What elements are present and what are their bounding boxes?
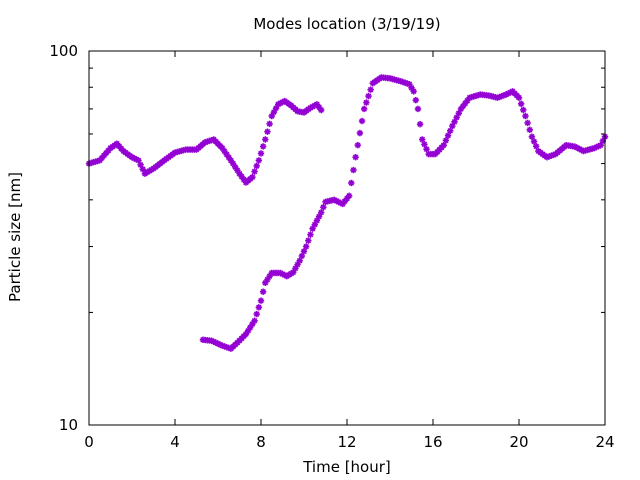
y-tick-label: 10 [59, 416, 78, 434]
data-point-mode2 [309, 225, 316, 232]
y-axis-label: Particle size [nm] [6, 172, 24, 302]
data-point-mode2 [447, 127, 454, 135]
data-point-mode1 [255, 157, 263, 164]
data-point-mode2 [365, 92, 372, 100]
x-tick-label: 16 [423, 433, 442, 451]
data-point-mode2 [530, 138, 538, 145]
data-point-mode2 [251, 317, 258, 324]
data-point-mode2 [444, 132, 452, 139]
data-point-mode2 [345, 192, 353, 200]
y-tick-label: 100 [49, 42, 78, 60]
data-point-mode1 [259, 143, 267, 150]
data-point-mode2 [528, 133, 536, 140]
x-tick-label: 8 [256, 433, 266, 451]
x-tick-label: 4 [170, 433, 180, 451]
data-point-mode1 [264, 128, 271, 135]
data-point-mode2 [354, 141, 361, 149]
data-point-mode2 [363, 99, 370, 106]
data-point-mode1 [253, 162, 260, 170]
data-point-mode1 [318, 106, 325, 114]
data-point-mode2 [423, 146, 430, 153]
data-point-mode2 [520, 106, 527, 114]
data-point-mode2 [257, 297, 265, 304]
data-point-mode1 [257, 150, 265, 157]
data-point-mode2 [302, 243, 310, 250]
data-point-mode2 [522, 112, 529, 120]
x-tick-label: 24 [595, 433, 614, 451]
data-point-mode2 [414, 105, 422, 113]
data-point-mode2 [307, 231, 314, 238]
data-point-mode2 [318, 209, 325, 216]
data-point-mode2 [253, 310, 260, 318]
data-point-mode2 [440, 141, 447, 149]
data-point-mode2 [367, 86, 374, 93]
data-point-mode2 [412, 96, 419, 104]
data-point-mode2 [361, 105, 368, 113]
x-tick-label: 0 [84, 433, 94, 451]
data-point-mode2 [410, 88, 417, 95]
data-point-mode1 [249, 173, 256, 181]
data-point-mode2 [421, 141, 428, 148]
x-tick-label: 20 [509, 433, 528, 451]
data-point-mode2 [348, 179, 355, 187]
data-point-mode1 [135, 157, 142, 164]
x-axis-label: Time [hour] [302, 458, 391, 476]
data-point-mode2 [290, 269, 297, 276]
data-point-mode2 [296, 257, 303, 264]
data-point-mode2 [533, 143, 540, 150]
data-point-mode2 [255, 304, 263, 311]
data-point-mode2 [320, 203, 327, 211]
data-point-mode2 [259, 288, 267, 295]
data-point-mode2 [358, 117, 366, 125]
data-point-mode2 [350, 166, 357, 174]
data-point-mode2 [298, 252, 306, 260]
data-point-mode2 [419, 136, 426, 143]
data-point-mode2 [300, 248, 308, 255]
plot-frame [88, 50, 606, 426]
data-point-mode2 [442, 137, 450, 144]
data-point-mode2 [352, 154, 359, 161]
data-point-mode2 [515, 94, 523, 101]
data-points [85, 74, 609, 352]
data-point-mode1 [262, 136, 269, 143]
data-point-mode2 [524, 119, 531, 127]
data-point-mode2 [356, 129, 364, 137]
data-point-mode1 [251, 168, 258, 175]
data-point-mode2 [305, 237, 312, 244]
data-point-mode2 [526, 126, 533, 134]
data-point-mode2 [517, 100, 525, 108]
chart-title: Modes location (3/19/19) [253, 15, 440, 33]
x-tick-label: 12 [337, 433, 356, 451]
data-point-mode1 [266, 120, 273, 128]
data-point-mode2 [416, 121, 424, 128]
